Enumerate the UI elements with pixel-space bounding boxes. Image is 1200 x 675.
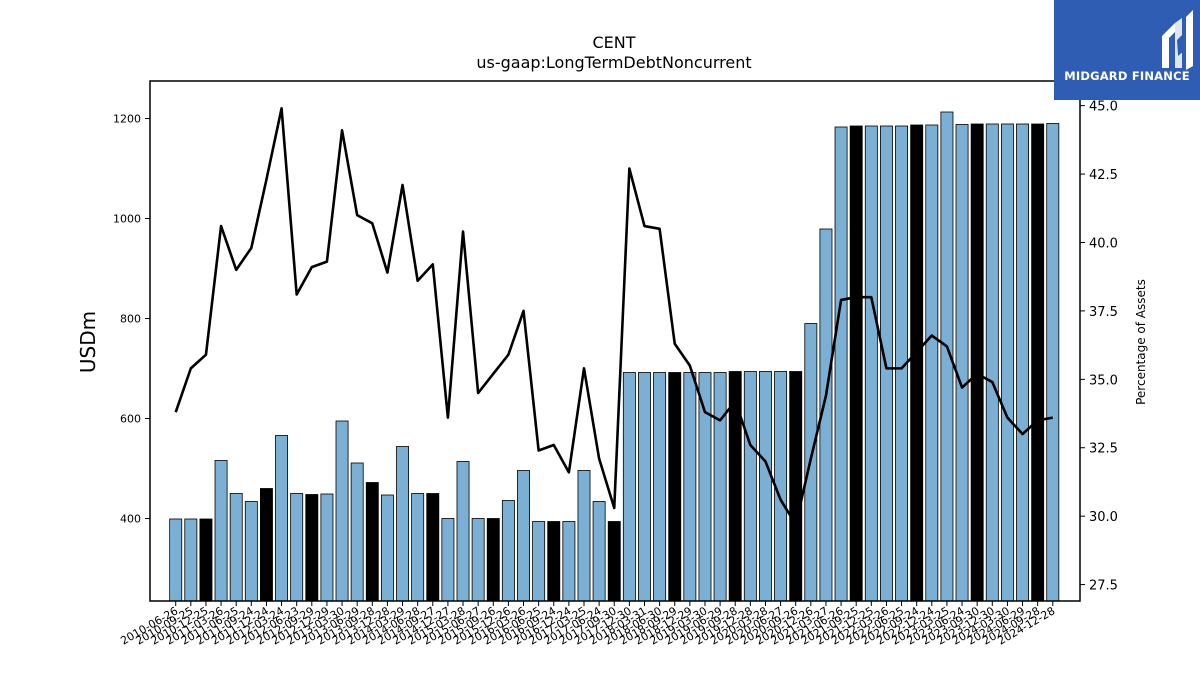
bar [214,460,228,602]
bar [622,372,636,602]
chart-subtitle: us-gaap:LongTermDebtNoncurrent [476,53,751,72]
bar [562,521,576,602]
bar [683,372,697,602]
bar [985,123,999,602]
bar [1000,123,1014,602]
bar [955,124,969,602]
bar [335,420,349,602]
bar [910,124,924,602]
bar [1031,123,1045,602]
y-tick-label: 400 [120,513,141,526]
line-group [174,107,1054,526]
bar [789,371,803,602]
pct-assets-line [174,107,1054,526]
bar [486,518,500,602]
bar [471,518,485,602]
bars-group [169,111,1060,602]
logo-text: MIDGARD FINANCE [1064,69,1190,83]
chart-title: CENT [592,33,635,52]
bar [441,518,455,602]
bar [864,125,878,602]
bar [592,501,606,602]
bar [275,435,289,602]
bar [365,482,379,602]
bar [229,493,243,602]
bar [607,521,621,602]
bar [970,123,984,602]
bar [1046,123,1060,602]
bar [638,372,651,602]
y-tick-label: 600 [120,413,141,426]
bar [411,493,425,602]
bar [184,518,198,602]
y-axis-label: USDm [76,311,100,373]
y2-tick-label: 45.0 [1089,100,1118,115]
y2-tick-label: 27.5 [1089,579,1118,594]
bar [501,500,515,602]
bar [517,470,530,602]
y2-tick-label: 40.0 [1089,236,1118,251]
bar [834,126,848,602]
y-tick-label: 800 [120,313,141,326]
logo-mark-icon [1162,10,1193,70]
bar [350,462,364,602]
bar [320,493,334,602]
y-tick-label: 1000 [113,213,141,226]
bar [743,371,757,602]
bar [849,125,863,602]
bar [925,124,939,602]
bar [668,372,682,602]
y2-tick-label: 30.0 [1089,510,1118,525]
bar [305,494,319,602]
bar [199,518,213,602]
bar [759,371,772,602]
bar [244,501,258,602]
bar [532,521,546,602]
bar [698,372,712,602]
bar [380,494,394,602]
bar [426,493,440,602]
y2-axis-label: Percentage of Assets [1134,279,1148,405]
y2-tick-label: 32.5 [1089,442,1118,457]
bar [259,488,273,602]
y-tick-label: 1200 [113,113,141,126]
bar [396,446,409,602]
bar [169,518,183,602]
axes-group: 400 600 800 1000 1200 27.5 30.0 32.5 35.0 37.5 40.… [113,100,1118,648]
bar [653,372,667,602]
bar [577,470,591,602]
bar [290,493,304,602]
bar [713,372,727,602]
y2-tick-label: 37.5 [1089,305,1118,320]
bar [547,521,561,602]
y2-tick-label: 35.0 [1089,373,1118,388]
midgard-finance-logo: MIDGARD FINANCE [1054,0,1200,100]
bar [456,461,470,602]
bar [1016,123,1029,602]
y2-tick-label: 42.5 [1089,168,1118,183]
plot-frame [149,80,1081,602]
